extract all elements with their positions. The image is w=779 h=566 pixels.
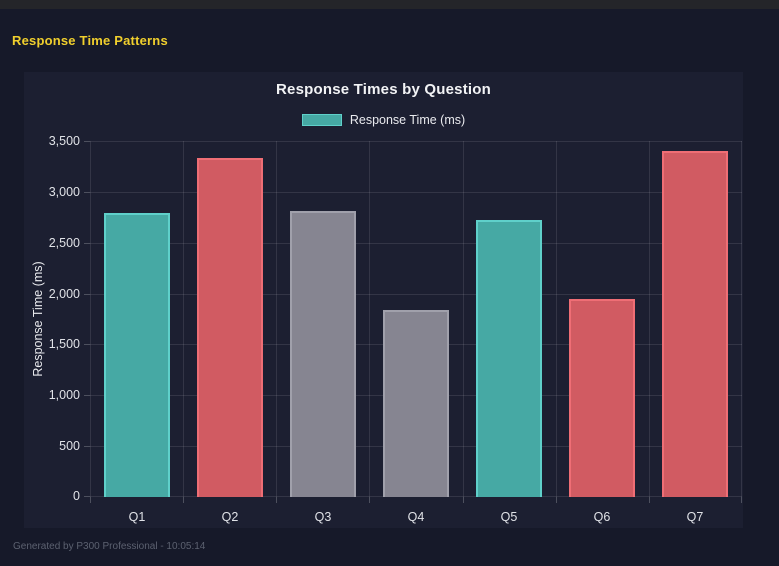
gridline-h-2500 — [90, 243, 742, 244]
y-tick-label-1000: 1,000 — [48, 388, 80, 402]
footer-note: Generated by P300 Professional - 10:05:1… — [13, 541, 206, 552]
chart-title: Response Times by Question — [276, 81, 491, 98]
legend-swatch — [301, 114, 342, 126]
x-tick-label-Q3: Q3 — [314, 510, 332, 524]
y-tick-1500 — [84, 344, 90, 345]
chart-card: Response Times by Question Response Time… — [24, 72, 743, 528]
x-axis-tick-labels: Q1 Q2 Q3 Q4 Q5 Q6 Q7 — [90, 510, 742, 526]
gridline-v-3 — [369, 141, 370, 497]
y-tick-label-3500: 3,500 — [48, 134, 80, 148]
gridline-h-3000 — [90, 192, 742, 193]
gridline-v-6 — [649, 141, 650, 497]
y-tick-label-500: 500 — [59, 439, 80, 453]
bar-Q5[interactable] — [476, 220, 542, 497]
x-tick-3 — [369, 497, 370, 503]
gridline-v-0 — [90, 141, 91, 497]
y-tick-label-2500: 2,500 — [48, 236, 80, 250]
y-tick-1000 — [84, 395, 90, 396]
x-tick-6 — [649, 497, 650, 503]
x-tick-label-Q1: Q1 — [128, 510, 146, 524]
gridline-v-2 — [276, 141, 277, 497]
gridline-h-2000 — [90, 294, 742, 295]
x-tick-label-Q6: Q6 — [593, 510, 611, 524]
y-tick-label-2000: 2,000 — [48, 287, 80, 301]
gridline-h-3500 — [90, 141, 742, 142]
chart-legend: Response Time (ms) — [24, 113, 743, 127]
y-axis-tick-labels: 0 500 1,000 1,500 2,000 2,500 3,000 3,500 — [24, 134, 80, 503]
x-tick-4 — [463, 497, 464, 503]
bar-Q2[interactable] — [197, 158, 263, 497]
x-tick-5 — [556, 497, 557, 503]
bar-Q3[interactable] — [290, 211, 356, 497]
y-tick-label-0: 0 — [73, 489, 80, 503]
plot-area — [84, 141, 742, 503]
bar-Q6[interactable] — [569, 299, 635, 497]
x-tick-0 — [90, 497, 91, 503]
y-tick-label-1500: 1,500 — [48, 337, 80, 351]
bar-Q4[interactable] — [383, 310, 449, 497]
x-tick-label-Q2: Q2 — [221, 510, 239, 524]
y-tick-0 — [84, 496, 90, 497]
legend-label: Response Time (ms) — [349, 113, 466, 127]
window-top-strip — [0, 0, 779, 9]
y-tick-500 — [84, 446, 90, 447]
gridline-v-4 — [463, 141, 464, 497]
y-tick-label-3000: 3,000 — [48, 185, 80, 199]
page-heading: Response Time Patterns — [12, 33, 168, 48]
y-tick-3500 — [84, 141, 90, 142]
bar-Q7[interactable] — [662, 151, 728, 497]
gridline-v-1 — [183, 141, 184, 497]
x-tick-label-Q5: Q5 — [500, 510, 518, 524]
y-tick-2000 — [84, 294, 90, 295]
x-tick-label-Q4: Q4 — [407, 510, 425, 524]
bar-Q1[interactable] — [104, 213, 170, 497]
x-tick-7 — [741, 497, 742, 503]
legend-item-response-time[interactable]: Response Time (ms) — [301, 113, 466, 127]
y-tick-2500 — [84, 243, 90, 244]
x-tick-label-Q7: Q7 — [686, 510, 704, 524]
gridline-v-5 — [556, 141, 557, 497]
y-tick-3000 — [84, 192, 90, 193]
x-tick-2 — [276, 497, 277, 503]
x-tick-1 — [183, 497, 184, 503]
gridline-v-7 — [741, 141, 742, 497]
